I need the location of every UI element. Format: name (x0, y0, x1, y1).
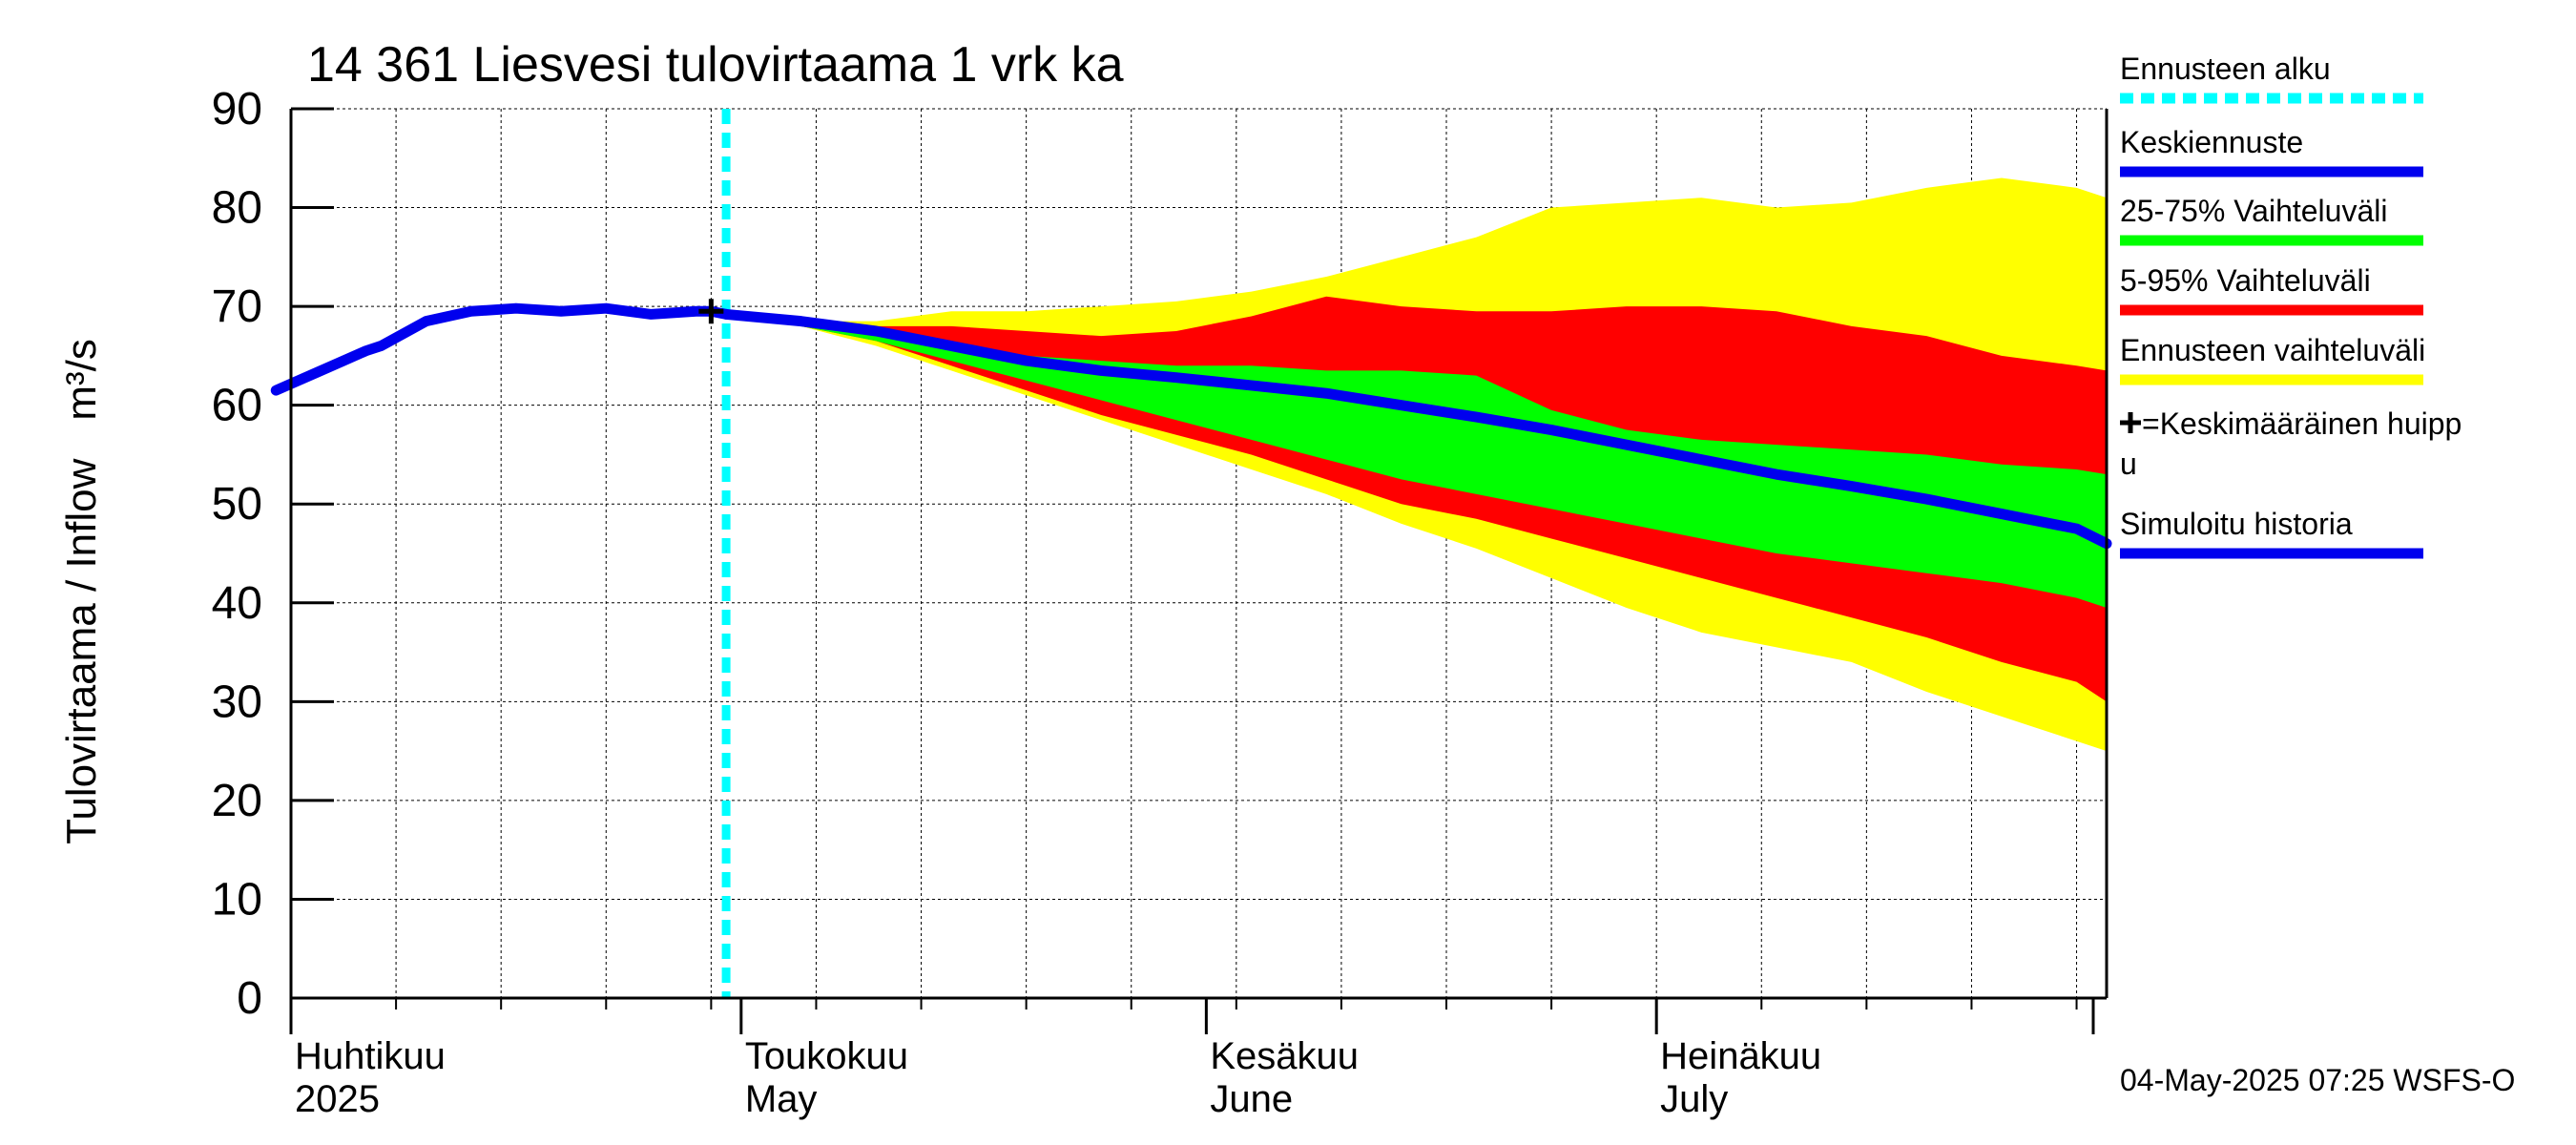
legend-label: 25-75% Vaihteluväli (2120, 194, 2387, 228)
y-tick-label: 80 (212, 183, 262, 234)
legend: Ennusteen alku Keskiennuste 25-75% Vaihtel… (2120, 52, 2462, 559)
chart-axes (289, 107, 2109, 1034)
month-sublabel: June (1210, 1078, 1293, 1120)
y-tick-label: 70 (212, 281, 262, 332)
y-tick-label: 10 (212, 874, 262, 925)
legend-label-continuation: u (2120, 447, 2137, 481)
month-label: Toukokuu (745, 1035, 908, 1077)
month-sublabel: July (1660, 1078, 1728, 1120)
month-sublabel: May (745, 1078, 818, 1120)
forecast-bands (726, 177, 2108, 752)
y-tick-label: 50 (212, 479, 262, 530)
svg-text:Tulovirtaama / Inflowm³/s: Tulovirtaama / Inflow m³/s (58, 339, 105, 844)
legend-marker-cross (2120, 412, 2141, 433)
legend-label: Simuloitu historia (2120, 507, 2353, 541)
mean-peak-marker (698, 299, 724, 324)
y-tick-label: 60 (212, 381, 262, 431)
month-label: Heinäkuu (1660, 1035, 1821, 1077)
y-tick-label: 90 (212, 84, 262, 135)
band-25-75-vaihteluv-li (726, 314, 2108, 608)
y-tick-label: 20 (212, 776, 262, 826)
mean-forecast-line (720, 308, 2112, 550)
month-label: Kesäkuu (1210, 1035, 1359, 1077)
legend-label: 5-95% Vaihteluväli (2120, 263, 2371, 298)
legend-label: =Keskimääräinen huipp (2142, 406, 2462, 441)
history-line (270, 302, 732, 396)
legend-label: Ennusteen alku (2120, 52, 2331, 86)
y-tick-label: 0 (237, 973, 262, 1024)
legend-label: Keskiennuste (2120, 125, 2303, 159)
month-sublabel: 2025 (295, 1078, 380, 1120)
band-5-95-vaihteluv-li (726, 296, 2108, 702)
footer-timestamp: 04-May-2025 07:25 WSFS-O (2120, 1063, 2515, 1097)
y-tick-label: 40 (212, 578, 262, 629)
y-tick-label: 30 (212, 677, 262, 727)
y-axis-title: Tulovirtaama / Inflow (58, 458, 105, 844)
month-label: Huhtikuu (295, 1035, 446, 1077)
series-lines (270, 109, 2112, 998)
y-axis-unit: m³/s (58, 339, 105, 421)
y-tick-labels: 0 10 20 30 40 50 60 70 80 90 (212, 84, 262, 1024)
chart-title: 14 361 Liesvesi tulovirtaama 1 vrk ka (307, 37, 1124, 93)
y-axis-label: Tulovirtaama / Inflow m³/s (58, 339, 105, 844)
legend-label: Ennusteen vaihteluväli (2120, 333, 2425, 367)
